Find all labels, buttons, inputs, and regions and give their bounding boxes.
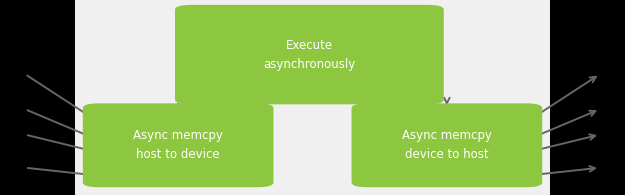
Text: Async memcpy
host to device: Async memcpy host to device: [133, 129, 223, 161]
FancyBboxPatch shape: [351, 103, 542, 187]
FancyBboxPatch shape: [75, 0, 550, 195]
Text: Async memcpy
device to host: Async memcpy device to host: [402, 129, 492, 161]
Text: Execute
asynchronously: Execute asynchronously: [263, 39, 356, 71]
FancyBboxPatch shape: [82, 103, 274, 187]
FancyBboxPatch shape: [175, 5, 444, 104]
